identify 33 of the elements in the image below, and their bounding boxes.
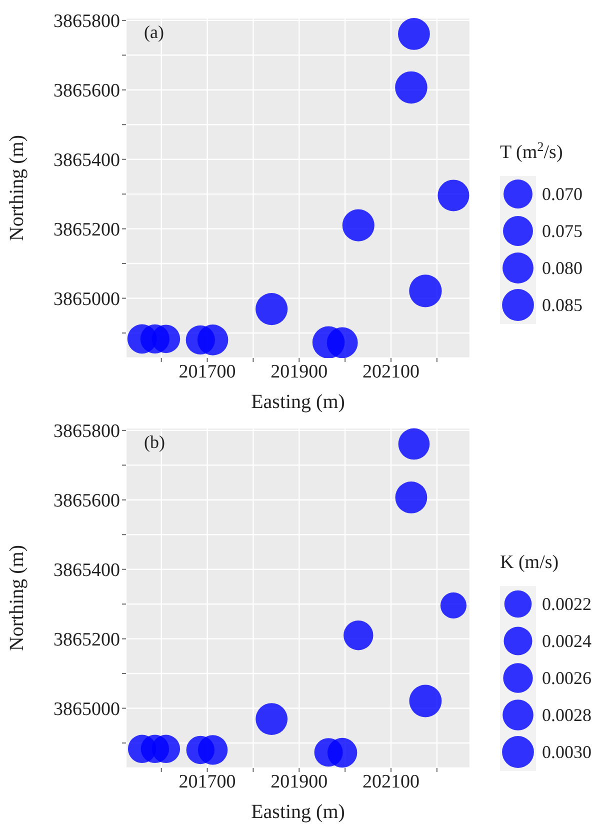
x-tick-label: 201900	[270, 771, 328, 792]
y-tick-label: 3865800	[54, 11, 120, 32]
x-tick-label: 201700	[178, 771, 236, 792]
y-tick-label: 3865000	[54, 699, 120, 720]
x-tick-label: 202100	[362, 771, 420, 792]
legend-label: 0.0030	[542, 742, 592, 762]
x-axis-title: Easting (m)	[251, 391, 345, 413]
legend-title: T (m$^{2}$/s)	[500, 138, 563, 163]
y-tick-label: 3865400	[54, 150, 120, 172]
y-axis-title: Northing (m)	[6, 544, 28, 652]
y-tick-label: 3865400	[54, 560, 120, 582]
y-tick-label: 3865800	[54, 421, 120, 442]
annotation: (a)	[144, 22, 164, 43]
legend-label: 0.075	[542, 221, 582, 241]
legend-label: 0.085	[542, 295, 582, 315]
y-tick-label: 3865600	[54, 490, 120, 512]
y-axis-title: Northing (m)	[6, 134, 28, 242]
legend-label: 0.070	[542, 184, 582, 204]
y-tick-label: 3865200	[54, 630, 120, 651]
x-tick-label: 201900	[270, 361, 328, 382]
annotation: (b)	[144, 432, 165, 453]
legend-label: 0.080	[542, 258, 582, 278]
x-tick-label: 201700	[178, 361, 236, 382]
legend-label: 0.0026	[542, 668, 592, 688]
x-axis-title: Easting (m)	[251, 801, 345, 823]
y-tick-label: 3865600	[54, 80, 120, 102]
legend-title: K (m/s)	[500, 552, 559, 573]
y-tick-label: 3865000	[54, 289, 120, 310]
y-tick-label: 3865200	[54, 220, 120, 241]
legend-label: 0.0024	[542, 631, 592, 651]
x-tick-label: 202100	[362, 361, 420, 382]
legend-label: 0.0022	[542, 594, 592, 614]
legend-label: 0.0028	[542, 705, 592, 725]
